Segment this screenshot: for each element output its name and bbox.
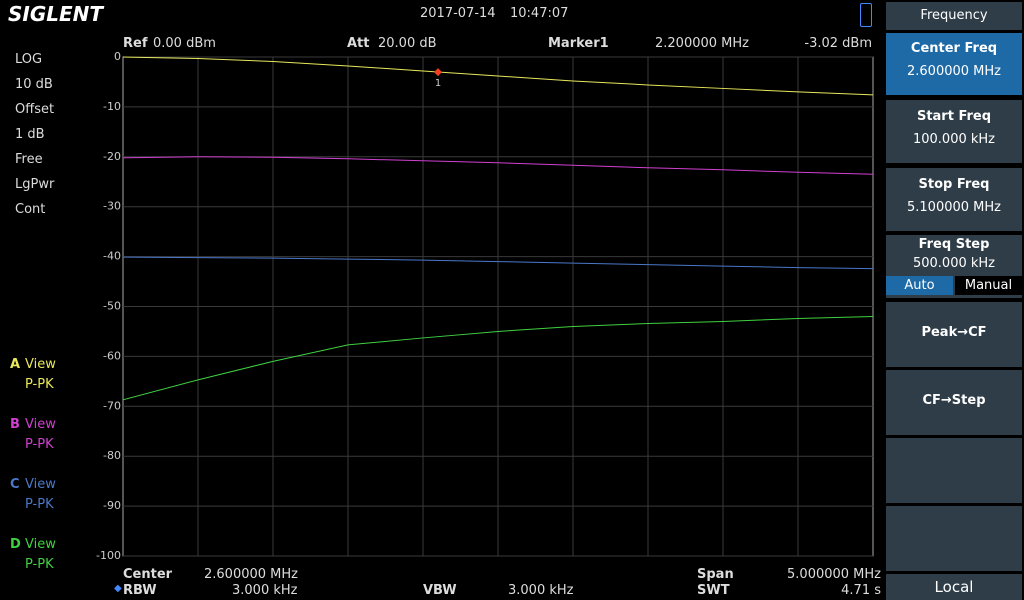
trace-letter: B xyxy=(10,417,20,432)
auto-toggle[interactable]: Auto xyxy=(886,276,953,295)
battery-icon xyxy=(860,3,872,27)
stop-freq-key[interactable]: Stop Freq 5.100000 MHz xyxy=(886,168,1022,231)
menu-title: Frequency xyxy=(886,2,1022,30)
trace-view: View xyxy=(25,537,56,552)
time: 10:47:07 xyxy=(510,6,569,21)
scale-item: Offset xyxy=(15,102,55,117)
swt-label: SWT xyxy=(697,583,730,598)
trace-letter: C xyxy=(10,477,20,492)
cf-step-key[interactable]: CF→Step xyxy=(886,370,1022,435)
swt-value: 4.71 s xyxy=(841,583,881,598)
key-value: 500.000 kHz xyxy=(912,256,996,271)
date: 2017-07-14 xyxy=(420,6,496,21)
trace-letter: D xyxy=(10,537,21,552)
trace-view: View xyxy=(25,417,56,432)
scale-item: LgPwr xyxy=(15,177,55,192)
y-tick-label: -10 xyxy=(103,100,121,113)
peak-cf-key[interactable]: Peak→CF xyxy=(886,302,1022,367)
trace-letter: A xyxy=(10,357,21,372)
vbw-value: 3.000 kHz xyxy=(508,583,574,598)
y-tick-label: -50 xyxy=(103,300,121,313)
trace-mode: P-PK xyxy=(25,497,54,512)
key-value: 100.000 kHz xyxy=(912,132,996,147)
key-value: 2.600000 MHz xyxy=(907,64,1001,79)
ref-value: 0.00 dBm xyxy=(153,36,216,51)
y-tick-label: -100 xyxy=(96,549,121,562)
freq-step-key[interactable]: Freq Step 500.000 kHz Auto Manual xyxy=(886,235,1022,298)
y-tick-label: -80 xyxy=(103,449,121,462)
rbw-icon: ◆ xyxy=(114,583,122,594)
trace-mode: P-PK xyxy=(25,437,54,452)
brand: SIGLENT xyxy=(8,2,104,26)
marker-level: -3.02 dBm xyxy=(804,36,872,51)
y-tick-label: 0 xyxy=(114,50,121,63)
key-value: 5.100000 MHz xyxy=(907,200,1001,215)
trace-view: View xyxy=(25,357,56,372)
center-freq-key[interactable]: Center Freq 2.600000 MHz xyxy=(886,33,1022,95)
trace-view: View xyxy=(25,477,56,492)
rbw-label: RBW xyxy=(123,583,157,598)
key-label: Start Freq xyxy=(916,109,992,124)
scale-item: 1 dB xyxy=(15,127,45,142)
trace-line xyxy=(122,315,874,401)
empty-key xyxy=(886,506,1022,571)
center-value: 2.600000 MHz xyxy=(204,567,298,582)
scale-item: LOG xyxy=(15,52,43,67)
key-label: Center Freq xyxy=(910,41,998,56)
start-freq-key[interactable]: Start Freq 100.000 kHz xyxy=(886,100,1022,163)
y-tick-label: -40 xyxy=(103,250,121,263)
y-tick-label: -70 xyxy=(103,399,121,412)
manual-toggle[interactable]: Manual xyxy=(955,276,1022,295)
marker-label: Marker1 xyxy=(548,36,609,51)
empty-key xyxy=(886,438,1022,503)
trace-line xyxy=(122,256,874,270)
key-label: Stop Freq xyxy=(918,177,990,192)
trace-mode: P-PK xyxy=(25,557,54,572)
center-label: Center xyxy=(123,567,173,582)
att-label: Att xyxy=(347,36,370,51)
spectrum-plot: 0 -10 -20 -30 -40 -50 -60 -70 -80 -90 -100 1 xyxy=(96,50,874,562)
marker-point xyxy=(434,68,442,77)
scale-item: Free xyxy=(15,152,43,167)
scale-item: 10 dB xyxy=(15,77,53,92)
y-tick-label: -20 xyxy=(103,150,121,163)
trace-mode: P-PK xyxy=(25,377,54,392)
trace-line xyxy=(122,56,874,96)
key-label: Freq Step xyxy=(918,237,990,252)
marker-number: 1 xyxy=(435,78,441,89)
vbw-label: VBW xyxy=(423,583,457,598)
y-tick-label: -30 xyxy=(103,200,121,213)
rbw-value: 3.000 kHz xyxy=(232,583,298,598)
local-key[interactable]: Local xyxy=(886,574,1022,600)
y-tick-label: -60 xyxy=(103,349,121,362)
scale-item: Cont xyxy=(15,202,46,217)
marker-freq: 2.200000 MHz xyxy=(655,36,749,51)
y-tick-label: -90 xyxy=(103,499,121,512)
span-label: Span xyxy=(697,567,734,582)
att-value: 20.00 dB xyxy=(378,36,437,51)
ref-label: Ref xyxy=(123,36,148,51)
span-value: 5.000000 MHz xyxy=(787,567,881,582)
trace-line xyxy=(122,156,874,175)
